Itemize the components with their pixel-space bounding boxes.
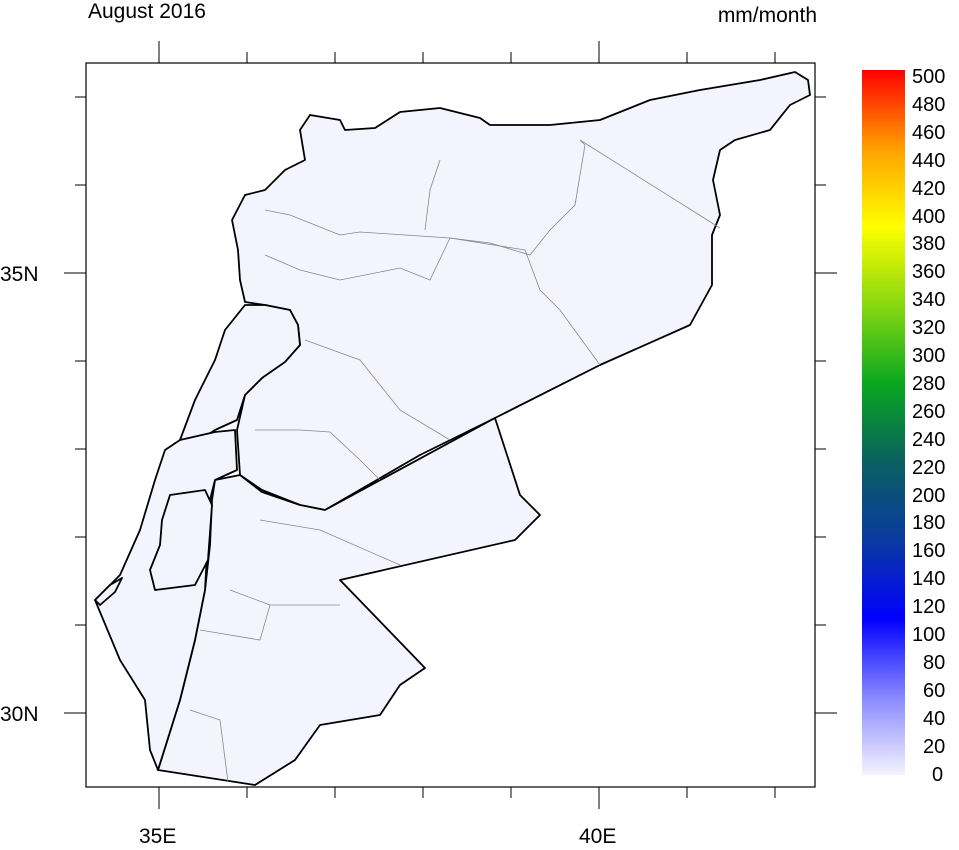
map-title: August 2016 [88,0,206,23]
colorbar-label: 120 [912,596,946,619]
y-label-35n: 35N [0,263,39,286]
colorbar-label: 500 [912,66,946,88]
colorbar-label: 140 [912,568,946,591]
colorbar-label: 40 [923,707,946,730]
colorbar-label: 260 [912,400,946,423]
colorbar-label: 280 [912,372,946,395]
colorbar-label: 200 [912,484,946,507]
colorbar-label: 100 [912,624,946,646]
colorbar-label: 180 [912,512,946,535]
colorbar-label: 80 [923,651,946,674]
colorbar-label: 360 [912,261,946,284]
colorbar-label: 400 [912,205,946,228]
units-label: mm/month [717,4,817,27]
colorbar-label: 340 [912,289,946,312]
colorbar-label: 420 [912,177,946,200]
country-lebanon [179,304,301,441]
colorbar-label: 240 [912,428,946,451]
colorbar-label: 20 [923,735,946,758]
colorbar-label: 0 [932,763,944,786]
axis-ticks [64,41,837,809]
admin-boundaries [189,139,721,783]
colorbar-label: 300 [912,345,946,367]
colorbar-label: 320 [912,317,946,340]
colorbar-label: 220 [912,456,946,479]
colorbar [862,70,905,775]
x-label-35e: 35E [139,825,176,848]
region-gaza [94,577,123,606]
colorbar-label: 460 [912,121,946,144]
colorbar-label: 160 [912,540,946,563]
region-west-bank [149,489,213,591]
y-label-30n: 30N [0,703,39,726]
colorbar-label: 440 [912,149,946,172]
colorbar-label: 480 [912,93,946,116]
colorbar-label: 380 [912,233,946,256]
colorbar-label: 60 [923,679,946,702]
x-label-40e: 40E [579,825,616,848]
